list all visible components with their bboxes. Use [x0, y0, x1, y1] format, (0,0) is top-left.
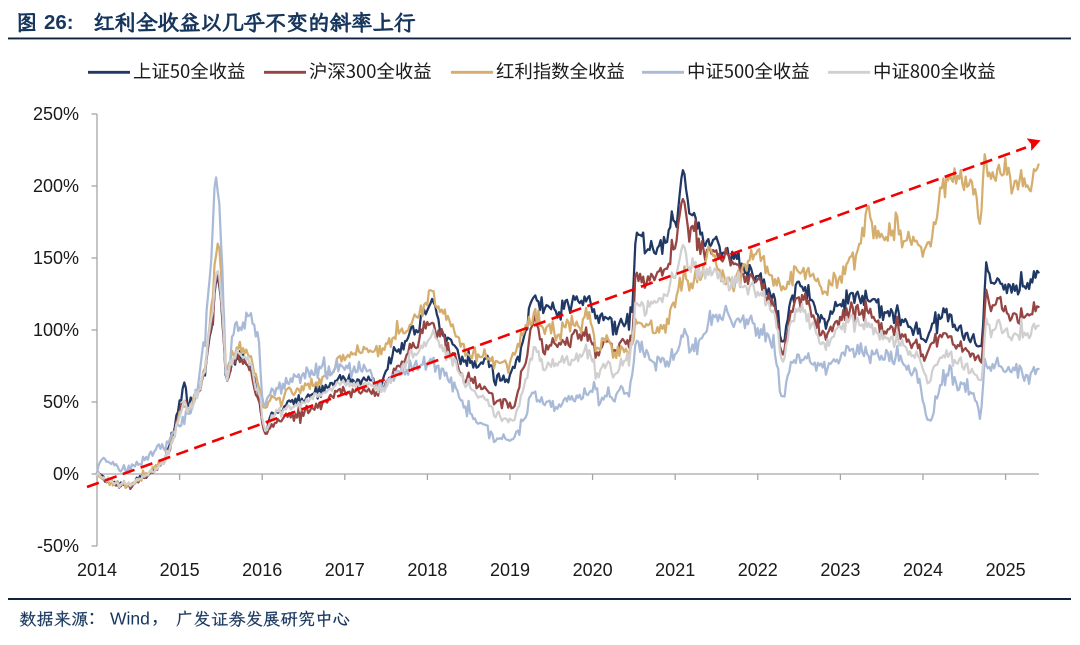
- svg-text:2021: 2021: [655, 560, 695, 580]
- svg-text:150%: 150%: [33, 248, 79, 268]
- svg-text:100%: 100%: [33, 320, 79, 340]
- svg-text:250%: 250%: [33, 104, 79, 124]
- svg-text:26:: 26:: [44, 11, 74, 34]
- svg-text:200%: 200%: [33, 176, 79, 196]
- svg-text:-50%: -50%: [37, 536, 79, 556]
- svg-text:2022: 2022: [738, 560, 778, 580]
- svg-text:Wind: Wind: [110, 609, 150, 629]
- svg-text:2017: 2017: [325, 560, 365, 580]
- svg-text:2018: 2018: [407, 560, 447, 580]
- svg-text:2019: 2019: [490, 560, 530, 580]
- svg-text:2024: 2024: [903, 560, 943, 580]
- svg-text:0%: 0%: [53, 464, 79, 484]
- svg-text:2025: 2025: [986, 560, 1026, 580]
- svg-text:2023: 2023: [820, 560, 860, 580]
- svg-text:50%: 50%: [43, 392, 79, 412]
- svg-text:2014: 2014: [77, 560, 117, 580]
- svg-text:2016: 2016: [242, 560, 282, 580]
- svg-text:2020: 2020: [573, 560, 613, 580]
- svg-text:2015: 2015: [160, 560, 200, 580]
